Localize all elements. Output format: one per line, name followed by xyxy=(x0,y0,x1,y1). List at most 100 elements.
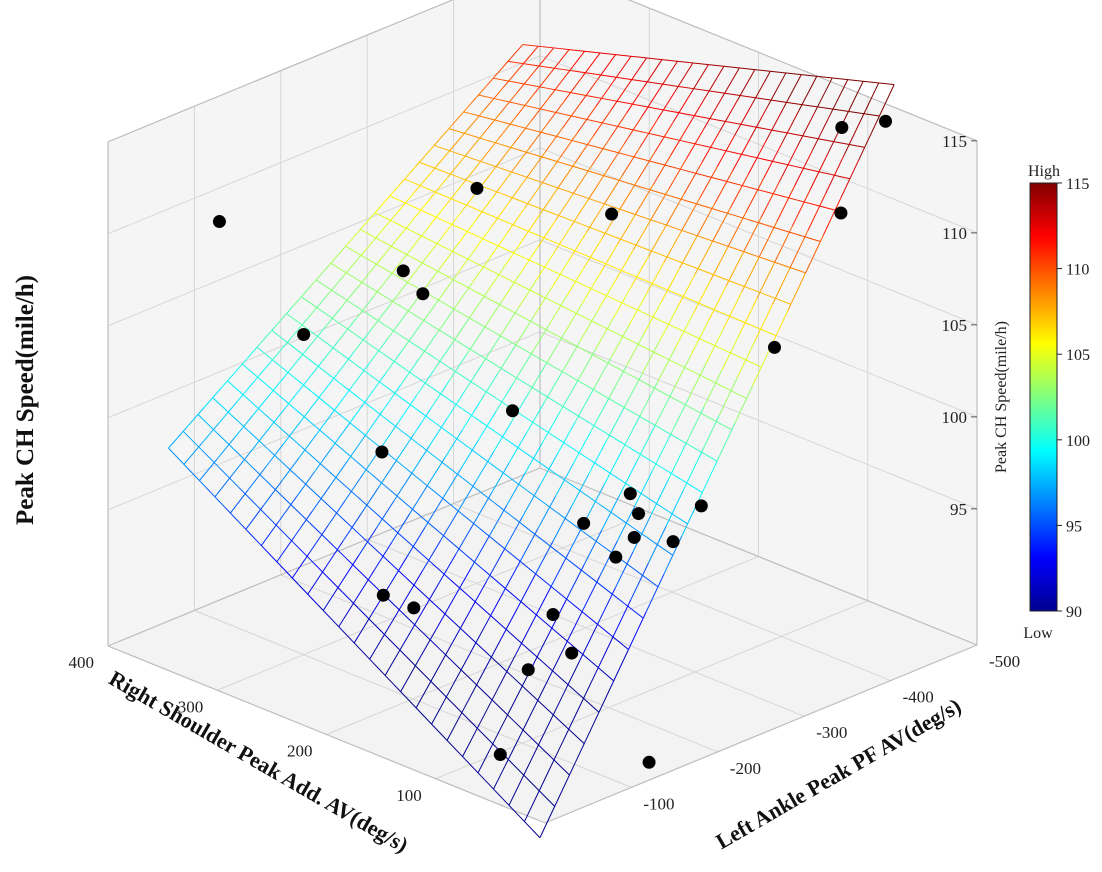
mesh-line xyxy=(322,582,342,611)
mesh-line xyxy=(289,317,309,340)
mesh-line xyxy=(697,268,717,277)
mesh-line xyxy=(216,432,236,451)
mesh-line xyxy=(274,306,293,328)
mesh-line xyxy=(282,430,303,448)
mesh-line xyxy=(631,306,651,317)
mesh-line xyxy=(446,390,466,419)
mesh-line xyxy=(594,664,615,682)
mesh-line xyxy=(442,212,462,237)
mesh-line xyxy=(497,654,517,689)
mesh-line xyxy=(508,309,528,321)
mesh-line xyxy=(186,467,206,488)
mesh-line xyxy=(571,249,591,258)
mesh-line xyxy=(541,411,561,444)
mesh-line xyxy=(221,367,240,388)
mesh-line xyxy=(534,388,554,402)
mesh-line xyxy=(183,443,203,465)
mesh-line xyxy=(479,354,499,367)
mesh-line xyxy=(427,352,447,366)
mesh-line xyxy=(856,80,876,84)
mesh-line xyxy=(456,310,476,322)
mesh-line xyxy=(201,422,220,444)
mesh-line xyxy=(542,295,562,307)
mesh-line xyxy=(734,282,754,291)
mesh-line xyxy=(713,419,733,431)
mesh-line xyxy=(760,181,780,218)
mesh-line xyxy=(378,460,397,488)
mesh-line xyxy=(507,60,527,65)
mesh-line xyxy=(707,286,727,322)
mesh-line xyxy=(780,110,800,145)
mesh-line xyxy=(504,516,523,549)
data-point xyxy=(642,755,656,769)
colorbar-high-label: High xyxy=(1028,163,1060,180)
mesh-line xyxy=(760,189,780,196)
mesh-line xyxy=(620,559,640,574)
mesh-line xyxy=(528,124,548,149)
mesh-line xyxy=(723,180,743,187)
mesh-line xyxy=(431,562,451,581)
mesh-line xyxy=(639,572,659,588)
mesh-line xyxy=(415,675,435,709)
mesh-line xyxy=(499,308,519,337)
mesh-line xyxy=(473,226,493,252)
mesh-line xyxy=(353,458,373,476)
mesh-line xyxy=(412,373,432,388)
colorbar-tick-label: 95 xyxy=(1066,518,1082,535)
mesh-line xyxy=(309,266,329,288)
mesh-line xyxy=(723,349,743,359)
mesh-line xyxy=(349,274,369,287)
mesh-line xyxy=(742,358,762,368)
mesh-line xyxy=(757,327,777,337)
mesh-line xyxy=(453,622,474,641)
mesh-line xyxy=(560,305,580,316)
mesh-line xyxy=(429,177,448,200)
mesh-line xyxy=(557,762,576,801)
mesh-line xyxy=(440,510,459,541)
mesh-line xyxy=(526,176,546,185)
mesh-line xyxy=(675,227,695,236)
mesh-line xyxy=(464,673,483,708)
mesh-line xyxy=(823,107,843,112)
y-tick-label: -300 xyxy=(816,723,847,742)
mesh-line xyxy=(668,158,687,190)
mesh-line xyxy=(216,437,236,460)
data-point xyxy=(627,530,641,544)
mesh-line xyxy=(595,81,614,108)
mesh-line xyxy=(549,211,569,220)
mesh-line xyxy=(511,81,531,86)
mesh-line xyxy=(329,460,349,487)
mesh-line xyxy=(234,415,253,438)
mesh-line xyxy=(782,72,802,76)
mesh-line xyxy=(623,101,642,107)
grid-line xyxy=(280,574,718,753)
mesh-line xyxy=(807,193,827,231)
mesh-line xyxy=(552,507,572,541)
mesh-line xyxy=(201,449,221,470)
mesh-line xyxy=(645,132,665,138)
mesh-line xyxy=(653,541,674,556)
mesh-line xyxy=(610,325,630,358)
mesh-line xyxy=(449,353,468,381)
mesh-line xyxy=(564,339,584,351)
mesh-line xyxy=(506,473,526,506)
mesh-line xyxy=(520,413,540,427)
mesh-line xyxy=(719,148,739,155)
mesh-line xyxy=(614,551,634,589)
mesh-line xyxy=(442,469,461,499)
mesh-line xyxy=(635,529,655,543)
mesh-line xyxy=(504,44,524,66)
mesh-line xyxy=(521,484,541,518)
mesh-line xyxy=(380,185,400,207)
data-point xyxy=(605,207,619,221)
mesh-line xyxy=(664,469,684,482)
mesh-line xyxy=(331,580,351,601)
y-tick-label: -500 xyxy=(989,652,1020,671)
mesh-line xyxy=(318,374,338,398)
mesh-line xyxy=(272,338,291,361)
mesh-line xyxy=(320,339,340,363)
mesh-line xyxy=(786,101,806,106)
mesh-line xyxy=(292,286,311,308)
mesh-line xyxy=(550,756,570,776)
mesh-line xyxy=(471,289,491,301)
